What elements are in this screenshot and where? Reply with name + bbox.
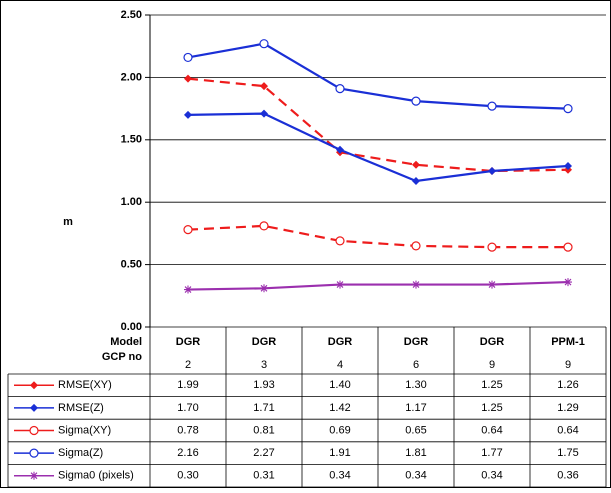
table-value: 1.30 [405,379,426,391]
table-value: 2.27 [253,447,274,459]
y-tick-label: 0.00 [121,321,142,333]
data-point [259,221,269,231]
table-value: 0.64 [557,424,578,436]
table-value: 0.34 [481,470,502,482]
data-point [335,236,345,246]
x-tick-label: DGR [328,336,353,348]
legend-marker [29,448,39,458]
data-point [183,225,193,235]
table-value: 1.25 [481,402,502,414]
legend-label: Sigma(Z) [58,447,103,459]
table-value: 0.64 [481,424,502,436]
table-value: 2.16 [177,447,198,459]
data-point [563,242,573,252]
y-tick-label: 2.50 [121,9,142,21]
table-value: 0.78 [177,424,198,436]
y-tick-label: 1.00 [121,196,142,208]
legend-marker [30,381,38,390]
table-value: 0.65 [405,424,426,436]
table-value: 0.30 [177,470,198,482]
data-point [411,96,421,106]
x-tick-label: DGR [176,336,201,348]
table-value: 1.71 [253,402,274,414]
table-value: 1.70 [177,402,198,414]
table-value: 1.29 [557,402,578,414]
legend-marker [29,425,39,436]
table-value: 1.75 [557,447,578,459]
data-point [184,285,192,294]
legend-label: RMSE(Z) [58,402,104,414]
table-value: 0.34 [405,470,426,482]
data-point [487,242,497,252]
y-tick-label: 0.50 [121,259,142,271]
table-value: 1.40 [329,379,350,391]
series-line [187,280,569,291]
data-point [184,74,192,83]
data-point [564,278,572,287]
table-value: 0.81 [253,424,274,436]
table-value: 1.93 [253,379,274,391]
x-tick-label: DGR [480,336,505,348]
series-line [187,112,569,183]
table-value: 0.34 [329,470,350,482]
gcp-label: 9 [489,359,495,371]
table-value: 1.25 [481,379,502,391]
x-tick-label: DGR [252,336,277,348]
table-value: 1.99 [177,379,198,391]
legend-label: RMSE(XY) [58,379,112,391]
data-point [412,160,420,169]
y-tick-label: 2.00 [121,71,142,83]
data-point [259,39,269,49]
gcp-label: 9 [565,359,571,371]
table-value: 0.69 [329,424,350,436]
table-value: 1.77 [481,447,502,459]
data-point [335,84,345,94]
data-point [260,109,268,118]
legend-label: Sigma(XY) [58,424,111,436]
table-value: 1.81 [405,447,426,459]
data-point [336,280,344,289]
data-point [336,145,344,154]
data-point [412,280,420,289]
legend-label: Sigma0 (pixels) [58,470,134,482]
x-tick-label: DGR [404,336,429,348]
x-tick-label: PPM-1 [551,336,585,348]
legend-marker [30,403,38,412]
table-value: 1.42 [329,402,350,414]
y-tick-label: 1.50 [121,134,142,146]
table-value: 0.36 [557,470,578,482]
data-point [488,280,496,289]
data-point [488,167,496,175]
category-title: Model [110,336,142,348]
data-point [260,284,268,293]
data-point [183,52,193,63]
data-point [411,241,421,251]
series-line [187,42,569,110]
gcp-label: 6 [413,359,419,371]
data-point [412,176,420,185]
data-point [487,101,497,111]
gcp-label: 4 [337,359,343,371]
data-point [260,82,268,91]
table-value: 1.17 [405,402,426,414]
table-value: 1.91 [329,447,350,459]
gcp-title: GCP no [102,351,142,363]
data-point [563,103,573,114]
y-axis-label: m [63,216,73,228]
gcp-label: 2 [185,359,191,371]
table-value: 0.31 [253,470,274,482]
table-value: 1.26 [557,379,578,391]
legend-marker [30,471,38,480]
data-point [564,162,572,171]
gcp-label: 3 [261,359,267,371]
data-point [184,110,192,119]
